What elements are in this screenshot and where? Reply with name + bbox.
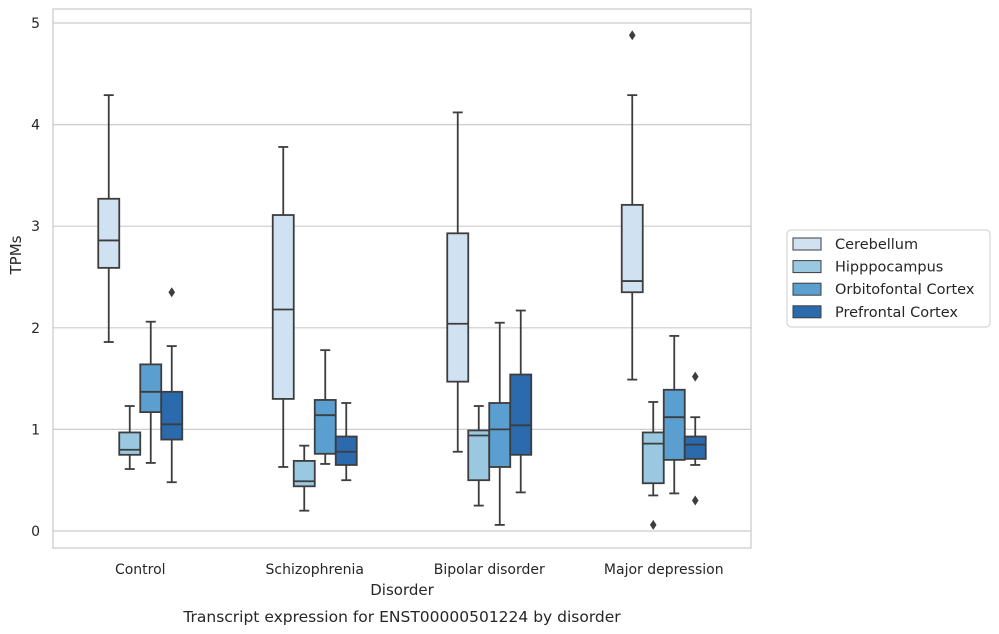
- box-orbitofontal-cortex: [662, 335, 686, 495]
- legend-swatch: [792, 260, 822, 274]
- box-cerebellum: [97, 94, 121, 343]
- y-tick-labels: 0 1 2 3 4 5: [31, 16, 40, 540]
- outlier-point: [691, 371, 699, 382]
- y-tick-label: 2: [31, 321, 40, 337]
- legend-label: Prefrontal Cortex: [835, 305, 958, 321]
- x-tick-label: Control: [115, 562, 166, 578]
- box-body: [662, 388, 686, 461]
- box-body: [620, 203, 644, 294]
- y-tick-label: 1: [31, 422, 40, 438]
- plot-frame: [52, 8, 752, 549]
- outlier-point: [168, 287, 176, 298]
- box-body: [641, 431, 665, 485]
- box-orbitofontal-cortex: [313, 349, 337, 465]
- box-series-group: [97, 30, 707, 530]
- legend-label: Cerebellum: [835, 237, 918, 253]
- box-body: [118, 431, 142, 456]
- box-body: [467, 429, 491, 482]
- x-tick-label: Schizophrenia: [266, 562, 364, 578]
- box-body: [446, 232, 470, 383]
- box-body: [488, 402, 512, 468]
- y-axis-label: TPMs: [7, 235, 25, 275]
- outlier-point: [628, 30, 636, 41]
- box-body: [97, 197, 121, 269]
- box-body: [139, 363, 163, 414]
- box-body: [313, 399, 337, 455]
- legend-swatch: [792, 282, 822, 296]
- legend-label: Orbitofontal Cortex: [835, 282, 975, 298]
- box-cerebellum: [620, 30, 644, 381]
- legend-swatch: [792, 305, 822, 319]
- box-hipppocampus: [292, 444, 316, 512]
- box-body: [160, 390, 184, 441]
- box-body: [271, 214, 295, 400]
- y-tick-label: 5: [31, 16, 40, 32]
- box-hipppocampus: [118, 405, 142, 470]
- x-tick-label: Bipolar disorder: [434, 562, 545, 578]
- box-body: [334, 435, 358, 466]
- outlier-point: [649, 519, 657, 530]
- box-body: [683, 435, 707, 460]
- box-orbitofontal-cortex: [139, 320, 163, 464]
- box-cerebellum: [446, 111, 470, 453]
- legend-swatch: [792, 237, 822, 251]
- chart-caption: Transcript expression for ENST0000050122…: [182, 608, 621, 626]
- legend-box: [786, 229, 991, 328]
- box-orbitofontal-cortex: [488, 321, 512, 526]
- x-tick-labels: Control Schizophrenia Bipolar disorder Majo…: [115, 562, 724, 578]
- box-body: [509, 373, 533, 456]
- box-prefrontal-cortex: [160, 287, 184, 484]
- box-body: [292, 459, 316, 488]
- outlier-point: [691, 495, 699, 506]
- box-prefrontal-cortex: [683, 371, 707, 506]
- legend: Cerebellum Hipppocampus Orbitofontal Corte…: [786, 229, 991, 328]
- y-tick-label: 4: [31, 118, 40, 134]
- y-tick-label: 0: [31, 524, 40, 540]
- y-tick-label: 3: [31, 219, 40, 235]
- box-prefrontal-cortex: [509, 309, 533, 494]
- x-tick-label: Major depression: [604, 562, 724, 578]
- box-prefrontal-cortex: [334, 402, 358, 482]
- box-cerebellum: [271, 146, 295, 468]
- legend-label: Hipppocampus: [835, 260, 943, 276]
- x-axis-label: Disorder: [370, 581, 434, 599]
